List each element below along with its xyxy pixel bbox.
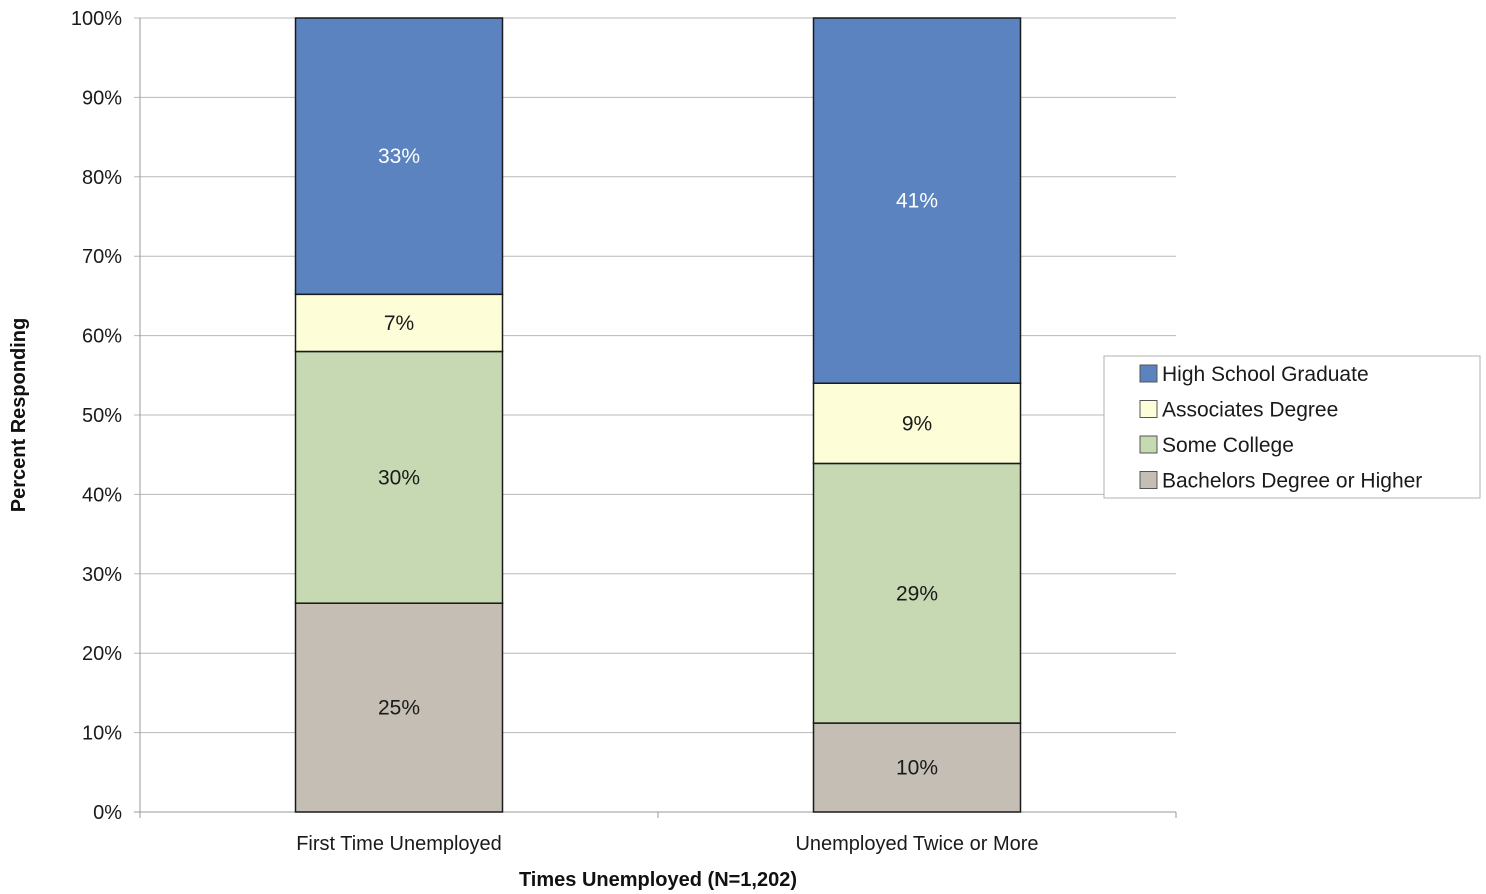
y-tick-label: 10%	[82, 723, 122, 745]
data-label: 7%	[384, 312, 414, 335]
bar-segment	[812, 722, 1022, 813]
legend-swatch	[1139, 471, 1158, 489]
x-category-label: First Time Unemployed	[296, 833, 502, 855]
bars: 25% 30% 7% 33% 10% 29% 9% 41%	[294, 17, 1022, 813]
y-tick-label: 100%	[71, 8, 122, 30]
data-label: 10%	[896, 757, 938, 780]
bar-segment	[812, 17, 1022, 384]
y-tick-label: 50%	[82, 405, 122, 427]
legend-swatch	[1139, 400, 1158, 418]
x-axis: First Time Unemployed Unemployed Twice or…	[139, 812, 1177, 855]
y-tick-label: 0%	[93, 802, 122, 824]
y-axis-ticks: 0% 10% 20% 30% 40% 50% 60% 70% 80% 90% 100%	[71, 8, 122, 824]
legend-label: High School Graduate	[1162, 363, 1369, 386]
legend-label: Some College	[1162, 434, 1294, 457]
data-label: 41%	[896, 190, 938, 213]
data-label: 9%	[902, 412, 932, 435]
y-axis-title: Percent Responding	[8, 318, 30, 512]
y-tick-label: 80%	[82, 167, 122, 189]
bar-segment	[294, 602, 504, 813]
data-label: 25%	[378, 697, 420, 720]
legend-swatch	[1139, 435, 1158, 454]
y-tick-label: 60%	[82, 326, 122, 348]
x-category-label: Unemployed Twice or More	[795, 833, 1038, 855]
data-label: 33%	[378, 145, 420, 168]
bar-segment	[294, 293, 504, 353]
legend-swatch	[1139, 364, 1158, 383]
legend: High School Graduate Associates Degree Som…	[1103, 355, 1481, 499]
x-axis-title: Times Unemployed (N=1,202)	[519, 869, 797, 891]
bar-segment	[294, 17, 504, 296]
y-tick-label: 30%	[82, 564, 122, 586]
y-tick-label: 40%	[82, 484, 122, 506]
data-label: 30%	[378, 466, 420, 489]
y-tick-label: 90%	[82, 87, 122, 109]
legend-box	[1103, 355, 1481, 499]
legend-label: Associates Degree	[1162, 399, 1338, 422]
bar-segment	[812, 382, 1022, 465]
y-tick-label: 20%	[82, 643, 122, 665]
legend-label: Bachelors Degree or Higher	[1162, 470, 1422, 493]
data-label: 29%	[896, 582, 938, 605]
bar-segment	[812, 462, 1022, 724]
y-tick-label: 70%	[82, 246, 122, 268]
